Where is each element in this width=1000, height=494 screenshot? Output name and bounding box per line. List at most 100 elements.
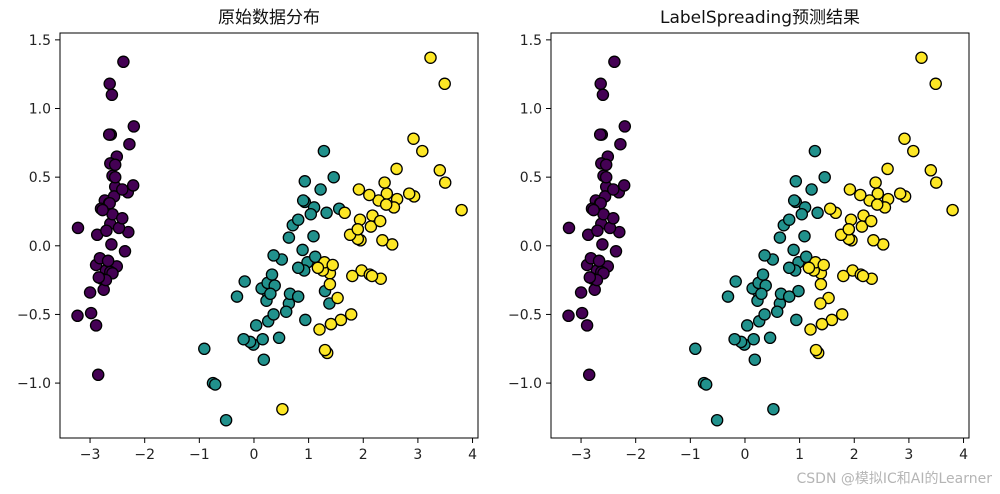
point-class-2: [915, 51, 928, 64]
point-class-1: [219, 413, 233, 427]
point-class-2: [324, 317, 338, 331]
point-class-0: [84, 306, 98, 320]
point-class-1: [317, 144, 331, 158]
point-class-0: [118, 245, 132, 258]
point-class-1: [728, 332, 741, 346]
point-class-0: [599, 170, 613, 184]
point-class-0: [116, 183, 129, 196]
chart-original-data: 原始数据分布 −3 −2 −1 0 1 2 3 4 −1.0 −0.5 0.0 0.5 1.0 1.5: [17, 8, 479, 463]
x-tick-label: 4: [959, 447, 968, 463]
point-class-0: [596, 88, 610, 102]
y-tick-label: −1.0: [17, 376, 51, 392]
point-class-1: [307, 229, 320, 243]
point-class-1: [304, 207, 318, 221]
x-tick-label: −1: [189, 447, 210, 463]
point-class-0: [96, 203, 109, 217]
point-class-2: [804, 323, 817, 336]
x-tick-label: −2: [134, 447, 155, 463]
point-class-0: [103, 77, 116, 91]
point-class-0: [108, 158, 122, 172]
x-tick-label: 0: [741, 447, 750, 463]
point-class-1: [798, 229, 811, 243]
point-class-2: [854, 188, 867, 202]
point-class-2: [835, 308, 849, 321]
point-class-1: [296, 243, 309, 257]
point-class-2: [907, 144, 920, 158]
point-class-2: [407, 132, 420, 145]
point-class-1: [238, 275, 251, 288]
point-class-0: [583, 271, 597, 284]
x-tick-label: 3: [904, 447, 913, 463]
point-class-2: [313, 323, 326, 336]
point-class-0: [562, 221, 576, 235]
point-class-1: [811, 206, 824, 220]
point-class-2: [352, 183, 366, 196]
point-class-1: [296, 194, 310, 207]
point-class-0: [117, 55, 130, 69]
point-class-0: [116, 212, 129, 225]
y-tick-label: 1.5: [29, 33, 51, 49]
point-class-0: [83, 286, 97, 299]
point-class-0: [596, 238, 609, 251]
point-class-2: [870, 198, 884, 211]
point-class-1: [808, 144, 822, 158]
point-class-1: [792, 284, 805, 298]
point-class-2: [867, 234, 880, 247]
point-class-2: [390, 162, 403, 176]
point-class-1: [257, 353, 271, 366]
point-class-1: [740, 319, 754, 332]
point-class-0: [100, 224, 113, 237]
point-class-0: [102, 128, 116, 141]
point-class-1: [805, 183, 818, 196]
point-class-2: [815, 317, 829, 331]
point-class-1: [747, 332, 760, 346]
point-class-1: [314, 183, 327, 196]
point-class-2: [809, 343, 823, 357]
point-class-2: [424, 51, 437, 64]
watermark: CSDN @模拟IC和AI的Learner: [796, 471, 992, 487]
point-class-0: [126, 179, 140, 192]
point-class-2: [898, 132, 911, 145]
point-class-1: [256, 332, 269, 346]
point-class-2: [929, 176, 943, 189]
point-class-0: [614, 137, 627, 151]
point-class-0: [101, 254, 115, 268]
point-class-2: [946, 203, 959, 217]
point-class-0: [89, 319, 103, 332]
point-class-0: [608, 55, 621, 69]
point-class-1: [758, 308, 771, 321]
point-class-0: [123, 137, 136, 151]
point-class-2: [455, 203, 468, 217]
point-class-1: [729, 275, 742, 288]
point-class-1: [272, 331, 286, 345]
y-tick-label: 0.0: [520, 239, 542, 255]
point-class-1: [249, 319, 263, 332]
point-class-1: [721, 290, 735, 303]
y-tick-label: −1.0: [508, 376, 542, 392]
x-tick-label: 2: [359, 447, 368, 463]
point-class-1: [763, 331, 777, 345]
point-class-2: [855, 220, 869, 233]
point-class-2: [373, 214, 387, 228]
point-class-2: [379, 198, 393, 211]
point-class-0: [587, 203, 600, 217]
point-class-1: [291, 213, 305, 226]
x-tick-label: 1: [304, 447, 313, 463]
point-class-2: [814, 277, 828, 291]
point-class-2: [346, 269, 359, 283]
point-class-0: [609, 245, 623, 258]
y-tick-label: 1.5: [520, 33, 542, 49]
point-class-2: [311, 261, 325, 275]
point-class-1: [265, 268, 279, 281]
point-class-0: [127, 120, 141, 133]
scatter-points: [71, 51, 468, 427]
point-class-1: [327, 170, 340, 184]
point-class-0: [617, 179, 631, 192]
scatter-points: [562, 51, 959, 427]
point-class-2: [338, 206, 351, 220]
point-class-2: [817, 258, 830, 272]
x-tick-label: 2: [850, 447, 859, 463]
x-tick-label: −2: [625, 447, 646, 463]
point-class-1: [787, 194, 801, 207]
point-class-2: [326, 258, 339, 272]
